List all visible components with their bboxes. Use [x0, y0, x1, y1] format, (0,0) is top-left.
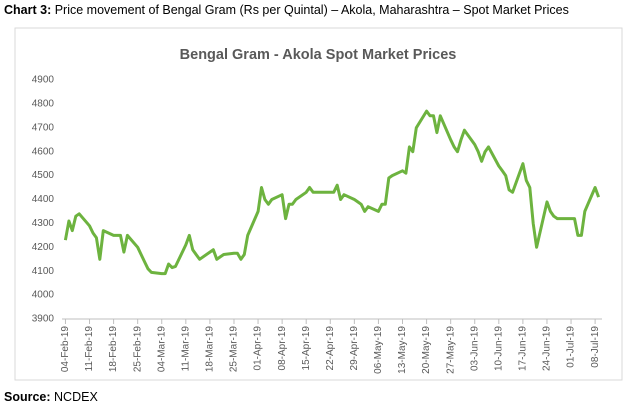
- x-tick-label: 29-Apr-19: [349, 326, 360, 371]
- caption: Chart 3: Price movement of Bengal Gram (…: [4, 3, 569, 17]
- y-tick-label: 4000: [32, 290, 55, 301]
- x-tick-label: 11-Mar-19: [180, 326, 191, 372]
- source-label: Source:: [4, 390, 51, 404]
- price-line: [63, 109, 601, 276]
- x-tick-label: 01-Jul-19: [566, 326, 577, 368]
- x-tick-label: 06-May-19: [373, 326, 384, 374]
- x-tick-label: 11-Feb-19: [84, 326, 95, 372]
- source-text: NCDEX: [54, 390, 98, 404]
- x-tick-label: 04-Mar-19: [156, 326, 167, 373]
- x-tick-label: 10-Jun-19: [493, 326, 504, 371]
- chart-title: Bengal Gram - Akola Spot Market Prices: [180, 47, 457, 63]
- x-tick-label: 04-Feb-19: [60, 326, 71, 373]
- x-tick-label: 18-Feb-19: [108, 326, 119, 373]
- x-tick-label: 22-Apr-19: [325, 326, 336, 371]
- y-tick-label: 4500: [32, 170, 55, 181]
- x-tick-label: 08-Jul-19: [590, 326, 601, 368]
- source: Source: NCDEX: [4, 390, 98, 404]
- y-tick-label: 4400: [32, 194, 55, 205]
- chart-frame: [14, 27, 623, 381]
- x-tick-label: 15-Apr-19: [301, 326, 312, 371]
- y-tick-label: 4600: [32, 146, 55, 157]
- y-tick-label: 4200: [32, 242, 55, 253]
- caption-text: Price movement of Bengal Gram (Rs per Qu…: [54, 3, 569, 17]
- y-tick-label: 4700: [32, 122, 55, 133]
- y-tick-label: 4100: [32, 266, 55, 277]
- y-tick-label: 4800: [32, 99, 55, 110]
- x-tick-label: 25-Feb-19: [132, 326, 143, 373]
- x-tick-label: 24-Jun-19: [542, 326, 553, 371]
- x-tick-label: 08-Apr-19: [277, 326, 288, 371]
- x-tick-label: 13-May-19: [397, 326, 408, 374]
- y-tick-label: 4300: [32, 218, 55, 229]
- x-tick-label: 18-Mar-19: [205, 326, 216, 373]
- x-tick-label: 25-Mar-19: [229, 326, 240, 373]
- caption-label: Chart 3:: [4, 3, 52, 17]
- x-tick-label: 03-Jun-19: [469, 326, 480, 371]
- y-tick-label: 4900: [32, 75, 55, 86]
- x-tick-label: 01-Apr-19: [253, 326, 264, 371]
- x-tick-label: 20-May-19: [421, 326, 432, 374]
- x-tick-label: 27-May-19: [445, 326, 456, 374]
- x-tick-label: 17-Jun-19: [518, 326, 529, 371]
- y-tick-label: 3900: [32, 314, 55, 325]
